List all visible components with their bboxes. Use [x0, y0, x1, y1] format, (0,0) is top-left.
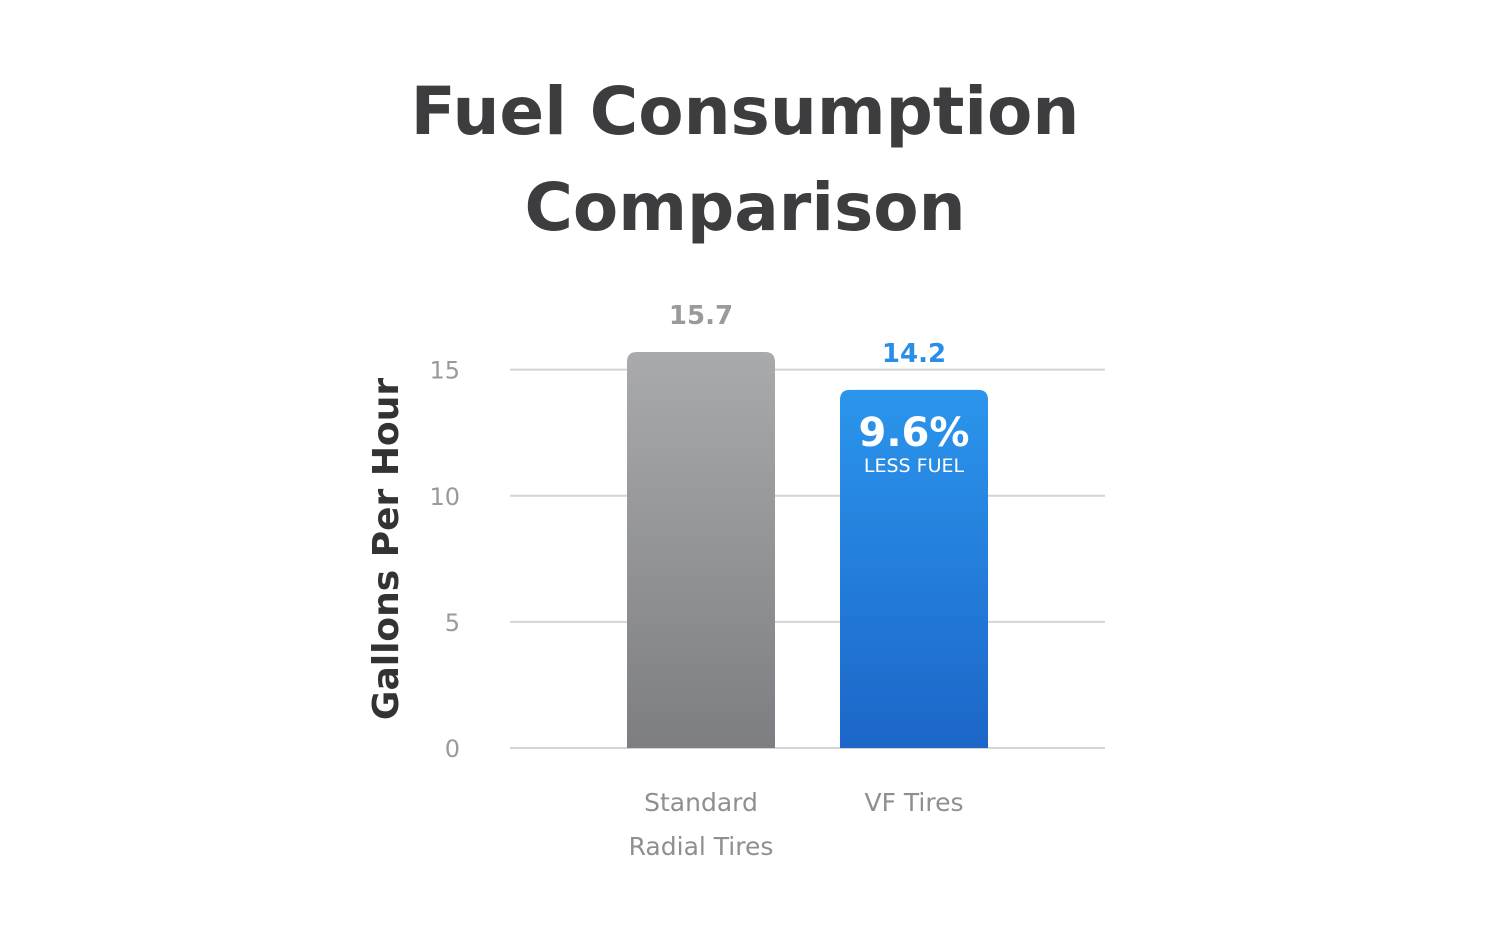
value-label-standard-radial-tires: 15.7 — [669, 301, 733, 331]
callout: 9.6%LESS FUEL — [859, 410, 970, 477]
y-tick-label-5: 5 — [445, 609, 460, 637]
category-labels: Standard Radial Tires VF Tires — [629, 788, 964, 861]
category-label-standard-radial-tires-line-1: Standard — [644, 788, 758, 817]
bars — [627, 352, 988, 748]
y-tick-labels: 0 5 10 15 — [429, 357, 460, 763]
category-label-standard-radial-tires-line-2: Radial Tires — [629, 832, 774, 861]
value-label-vf-tires: 14.2 — [882, 339, 946, 369]
y-tick-label-10: 10 — [429, 483, 460, 511]
chart-title-line-2: Comparison — [524, 169, 965, 246]
value-labels: 15.7 14.2 — [669, 301, 946, 369]
callout-percentage: 9.6% — [859, 410, 970, 456]
y-tick-label-0: 0 — [445, 735, 460, 763]
y-axis-label: Gallons Per Hour — [366, 378, 407, 720]
bar-vf-tires — [840, 389, 988, 748]
callout-subtext: LESS FUEL — [864, 455, 965, 477]
bar-standard-radial-tires — [627, 352, 775, 748]
category-label-vf-tires-line-1: VF Tires — [864, 788, 963, 817]
chart-title-line-1: Fuel Consumption — [411, 73, 1080, 150]
gridlines — [510, 368, 1105, 749]
y-tick-label-15: 15 — [429, 357, 460, 385]
